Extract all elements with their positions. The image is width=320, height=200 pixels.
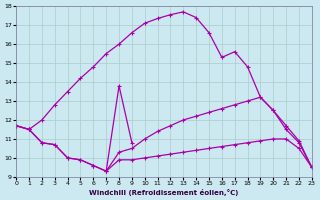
X-axis label: Windchill (Refroidissement éolien,°C): Windchill (Refroidissement éolien,°C) [89, 189, 239, 196]
